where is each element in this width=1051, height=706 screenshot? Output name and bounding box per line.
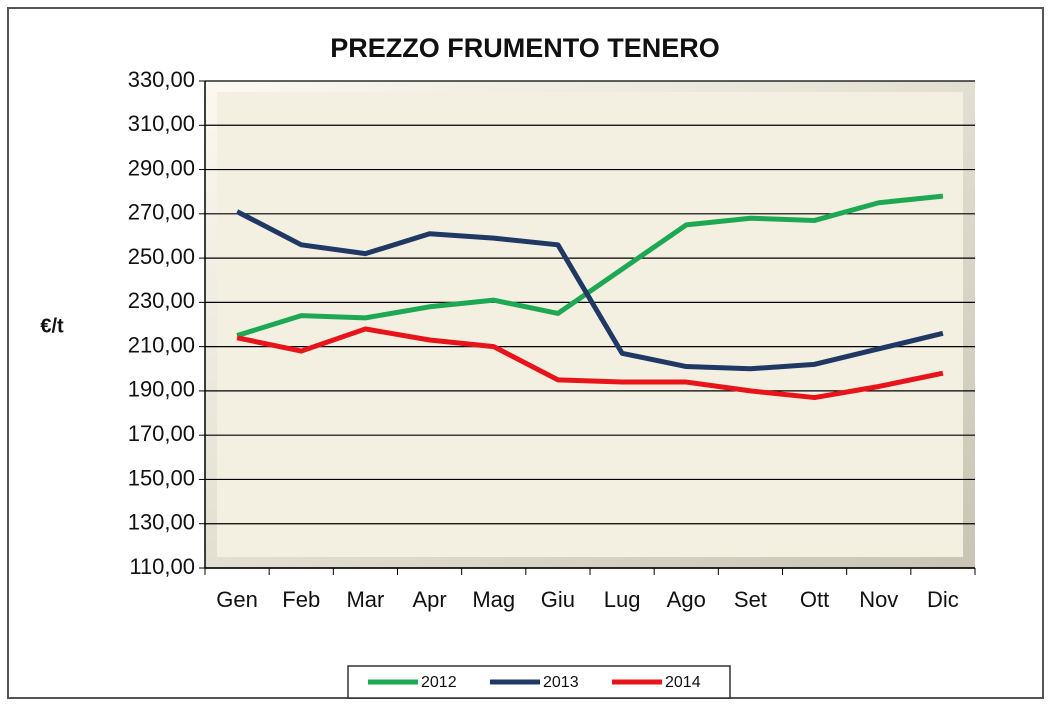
- x-tick-label: Mag: [472, 587, 515, 612]
- y-tick-label: 270,00: [128, 200, 195, 225]
- series-line: [236, 326, 944, 401]
- x-tick-label: Apr: [412, 587, 446, 612]
- x-tick-label: Ott: [800, 587, 829, 612]
- y-tick-label: 110,00: [129, 554, 195, 579]
- y-tick-label: 190,00: [128, 377, 195, 402]
- y-tick-label: 130,00: [128, 510, 195, 535]
- series-line: [236, 193, 944, 338]
- x-tick-label: Mar: [346, 587, 384, 612]
- x-tick-label: Nov: [859, 587, 898, 612]
- x-tick-label: Ago: [667, 587, 706, 612]
- y-tick-label: 170,00: [128, 421, 195, 446]
- y-tick-label: 330,00: [128, 67, 195, 92]
- chart-title: PREZZO FRUMENTO TENERO: [330, 33, 720, 63]
- y-tick-label: 230,00: [128, 288, 195, 313]
- y-tick-label: 150,00: [128, 465, 195, 490]
- legend-label: 2012: [421, 674, 457, 691]
- x-tick-label: Dic: [927, 587, 959, 612]
- y-tick-label: 210,00: [128, 332, 195, 357]
- x-tick-label: Lug: [604, 587, 641, 612]
- x-tick-label: Gen: [216, 587, 258, 612]
- y-tick-label: 290,00: [128, 155, 195, 180]
- y-tick-label: 310,00: [128, 111, 195, 136]
- x-tick-label: Set: [734, 587, 767, 612]
- plot-area: [217, 92, 963, 557]
- y-tick-label: 250,00: [128, 244, 195, 269]
- legend-label: 2014: [665, 674, 701, 691]
- x-tick-label: Feb: [282, 587, 320, 612]
- legend-label: 2013: [543, 674, 579, 691]
- series-line: [235, 209, 944, 372]
- y-axis-label: €/t: [40, 315, 64, 337]
- x-tick-label: Giu: [541, 587, 575, 612]
